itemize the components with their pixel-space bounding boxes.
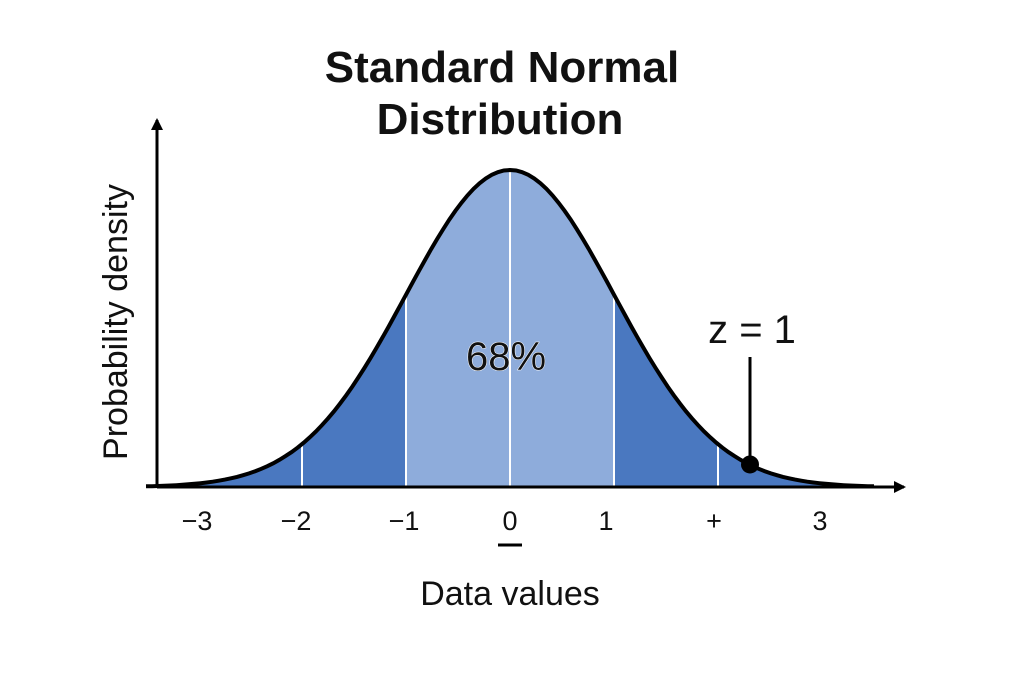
dividers-layer xyxy=(301,172,719,487)
band-0 xyxy=(146,294,406,487)
annotation-dot xyxy=(741,455,759,474)
chart-title-line-2: Distribution xyxy=(377,95,624,144)
y-axis-label: Probability density xyxy=(97,184,135,460)
x-tick-label: + xyxy=(706,506,722,536)
annotation: z = 1 xyxy=(708,308,796,474)
x-tick-label: 0 xyxy=(502,506,517,536)
x-tick-label: −3 xyxy=(182,506,213,536)
x-axis-label: Data values xyxy=(420,575,600,613)
chart-title-line-1: Standard Normal xyxy=(325,43,680,92)
x-tick-label: 3 xyxy=(812,506,827,536)
x-tick-labels: −3 −2 −1 0 1 +3 xyxy=(182,506,828,547)
x-tick-label: −1 xyxy=(389,506,420,536)
x-tick-label: 1 xyxy=(598,506,613,536)
center-percentage-label: 68% xyxy=(466,335,546,379)
annotation-label: z = 1 xyxy=(708,308,796,352)
band-2 xyxy=(614,294,874,487)
x-tick-label: −2 xyxy=(281,506,312,536)
